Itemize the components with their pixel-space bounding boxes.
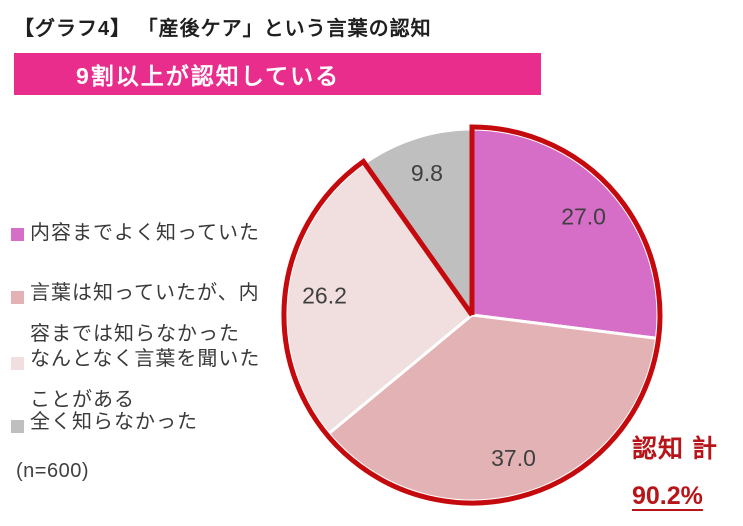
legend-label-word-only-line1: 言葉は知っていたが、内 (30, 282, 260, 304)
headline-text: 9割以上が認知している (76, 63, 341, 89)
recognition-total-label: 認知 計 (632, 435, 718, 463)
pie-slice-3 (363, 127, 474, 317)
legend-label-heard-of-line2: ことがある (30, 389, 135, 411)
pie-data-label-3: 9.8 (411, 160, 443, 186)
recognition-total: 認知 計 90.2% (632, 429, 718, 511)
pie-slice-0 (470, 127, 660, 340)
pie-data-label-1: 37.0 (491, 445, 536, 471)
pie-data-label-0: 27.0 (561, 204, 606, 230)
chart-title: 【グラフ4】 「産後ケア」という言葉の認知 (14, 18, 432, 40)
highlight-group-outline (281, 124, 663, 506)
pie-data-label-2: 26.2 (302, 282, 347, 308)
sample-size: (n=600) (16, 460, 89, 482)
legend-label-word-only-line2: 容までは知らなかった (30, 323, 240, 345)
legend-label-not-known: 全く知らなかった (30, 411, 198, 433)
legend-label-well-known: 内容までよく知っていた (30, 222, 260, 244)
legend-swatch-word-only (11, 291, 24, 304)
legend-label-heard-of-line1: なんとなく言葉を聞いた (30, 348, 261, 370)
legend-swatch-well-known (11, 228, 24, 241)
legend-swatch-heard-of (11, 357, 24, 370)
headline-banner: 9割以上が認知している (14, 53, 541, 95)
recognition-total-value: 90.2% (632, 482, 703, 510)
legend-swatch-not-known (11, 420, 24, 433)
